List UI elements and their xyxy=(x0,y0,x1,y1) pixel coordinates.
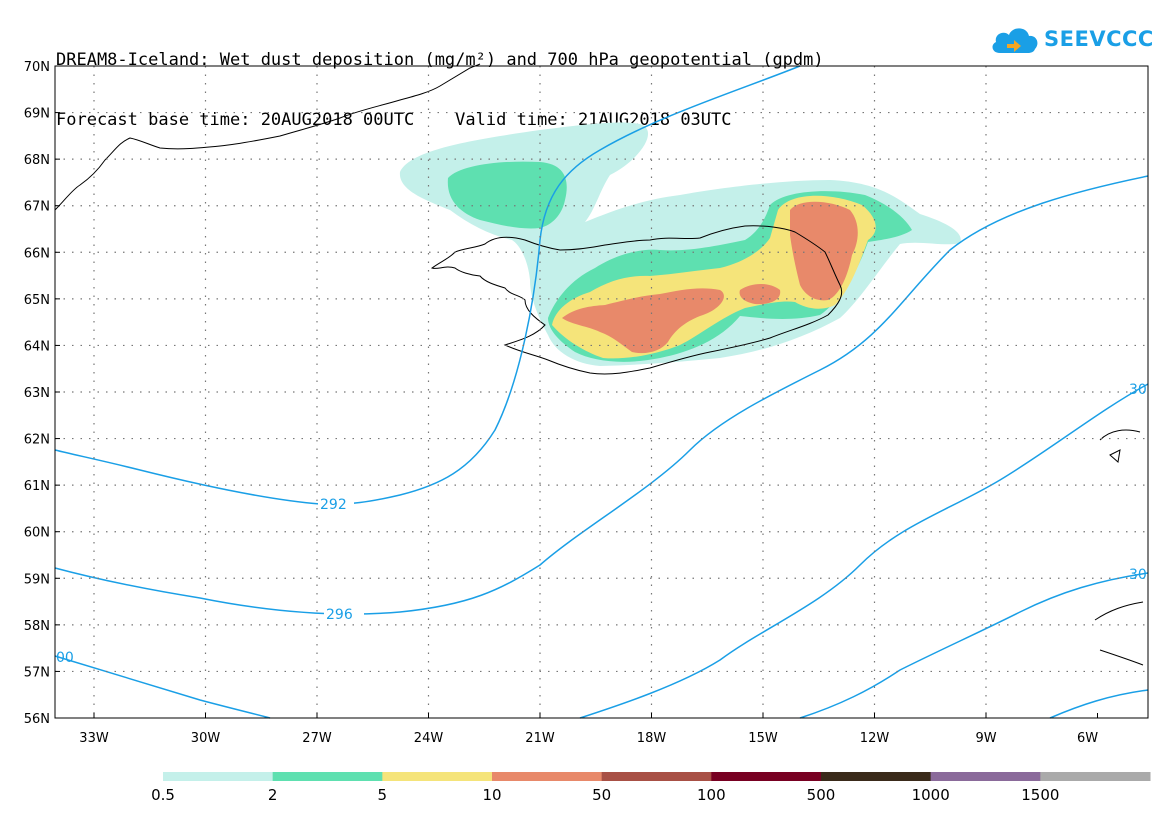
lat-label: 65N xyxy=(24,293,50,308)
lat-label: 56N xyxy=(24,712,50,727)
lat-label: 67N xyxy=(24,200,50,215)
longitude-labels: 33W 30W 27W 24W 21W 18W 15W 12W 9W 6W xyxy=(79,713,1098,746)
lon-label: 9W xyxy=(975,731,996,746)
legend-label: 2 xyxy=(268,786,278,804)
legend-swatch xyxy=(930,772,1041,781)
dust-area-orange xyxy=(562,201,858,354)
dust-deposition-field xyxy=(399,122,961,366)
greenland-coastline xyxy=(54,63,481,211)
title-line: DREAM8-Iceland: Wet dust deposition (mg/… xyxy=(56,50,824,70)
lat-label: 59N xyxy=(24,572,50,587)
legend-swatch xyxy=(382,772,493,781)
contour-label-292: 292 xyxy=(320,497,347,513)
lat-label: 60N xyxy=(24,526,50,541)
lat-label: 63N xyxy=(24,386,50,401)
faroe-islands xyxy=(1109,449,1121,463)
iceland-coastline xyxy=(430,225,843,375)
seevccc-logo: SEEVCCC xyxy=(990,22,1154,56)
contour-far-southeast xyxy=(1049,689,1149,719)
legend-label: 500 xyxy=(807,786,836,804)
lat-label: 57N xyxy=(24,665,50,680)
contour-labels: 292 296 00 30 30 xyxy=(56,382,1147,666)
lon-label: 12W xyxy=(860,731,890,746)
legend-swatch xyxy=(272,772,383,781)
legend-label: 1000 xyxy=(912,786,950,804)
geopotential-contours xyxy=(54,65,1149,719)
legend-label: 0.5 xyxy=(151,786,175,804)
legend-label: 100 xyxy=(697,786,726,804)
contour-label-30-lower: 30 xyxy=(1129,567,1147,583)
lat-label: 69N xyxy=(24,107,50,122)
lon-label: 18W xyxy=(637,731,667,746)
contour-south xyxy=(54,383,1149,719)
lon-label: 27W xyxy=(302,731,332,746)
legend-label: 50 xyxy=(592,786,611,804)
legend-swatch xyxy=(163,772,274,781)
contour-north xyxy=(54,65,801,505)
map-gridlines xyxy=(55,66,1148,718)
lat-label: 64N xyxy=(24,339,50,354)
coastlines xyxy=(54,63,1144,666)
lat-label: 62N xyxy=(24,433,50,448)
lon-label: 21W xyxy=(525,731,555,746)
lon-label: 24W xyxy=(414,731,444,746)
contour-southeast xyxy=(799,572,1149,719)
legend-swatch xyxy=(711,772,822,781)
legend-label: 1500 xyxy=(1021,786,1059,804)
lon-label: 30W xyxy=(191,731,221,746)
lat-label: 58N xyxy=(24,619,50,634)
subtitle-line: Forecast base time: 20AUG2018 00UTC Vali… xyxy=(56,110,732,130)
lon-label: 33W xyxy=(79,731,109,746)
legend-swatch xyxy=(492,772,603,781)
lon-label: 15W xyxy=(748,731,778,746)
scotland-coastline xyxy=(1094,429,1144,666)
cloud-icon xyxy=(992,28,1038,53)
contour-label-296: 296 xyxy=(326,607,353,623)
lat-label: 61N xyxy=(24,479,50,494)
latitude-labels: 70N 69N 68N 67N 66N 65N 64N 63N 62N 61N 60N 59N 58N 5… xyxy=(24,60,60,727)
contour-label-00: 00 xyxy=(56,650,74,666)
lon-label: 6W xyxy=(1077,731,1098,746)
legend-label: 5 xyxy=(378,786,388,804)
contour-middle xyxy=(54,175,1149,615)
lat-label: 66N xyxy=(24,246,50,261)
legend-label: 10 xyxy=(482,786,501,804)
lat-label: 70N xyxy=(24,60,50,75)
legend-swatch xyxy=(1040,772,1151,781)
contour-label-30-upper: 30 xyxy=(1129,382,1147,398)
logo-text: SEEVCCC xyxy=(1044,27,1154,51)
legend-swatch xyxy=(821,772,932,781)
color-legend: 0.5 2 5 10 50 100 500 1000 1500 xyxy=(151,772,1151,804)
lat-label: 68N xyxy=(24,153,50,168)
legend-swatch xyxy=(601,772,712,781)
map-header: DREAM8-Iceland: Wet dust deposition (mg/… xyxy=(56,10,824,150)
